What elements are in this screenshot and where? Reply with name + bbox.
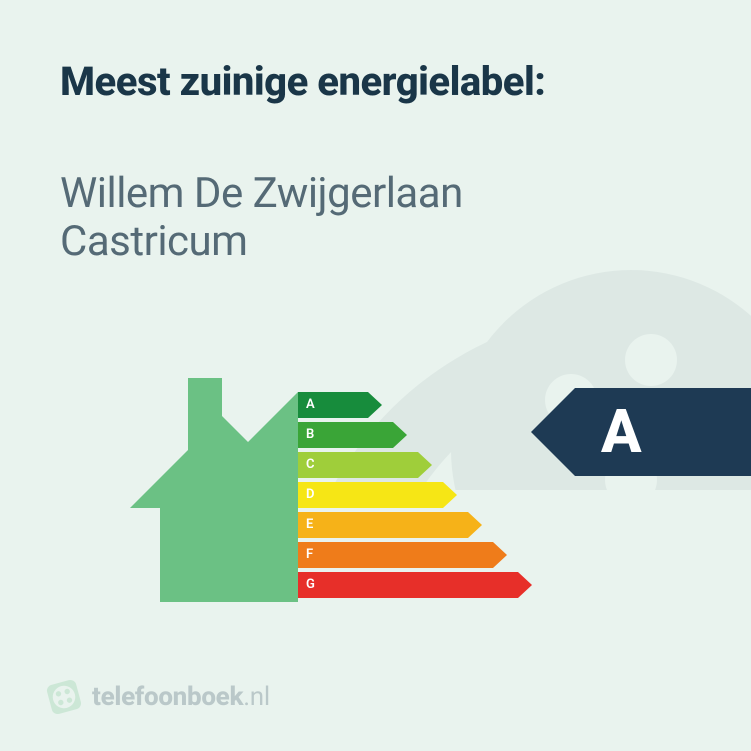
energy-score-badge: A bbox=[531, 388, 751, 476]
energy-bar-label: E bbox=[306, 512, 313, 538]
energy-bar-label: D bbox=[306, 482, 314, 508]
energy-bar-d: D bbox=[298, 482, 532, 508]
energy-score-letter: A bbox=[601, 388, 751, 476]
energy-bar-label: C bbox=[306, 452, 315, 478]
card: Meest zuinige energielabel: Willem De Zw… bbox=[0, 0, 751, 751]
footer-name: telefoonboek bbox=[92, 682, 243, 712]
footer: telefoonboek.nl bbox=[46, 679, 270, 715]
footer-tld: .nl bbox=[243, 682, 270, 712]
energy-bars: ABCDEFG bbox=[298, 392, 532, 602]
footer-text: telefoonboek.nl bbox=[92, 682, 270, 712]
energy-bar-label: B bbox=[306, 422, 314, 448]
energy-bar-f: F bbox=[298, 542, 532, 568]
energy-bar-c: C bbox=[298, 452, 532, 478]
energy-label-chart: ABCDEFG bbox=[130, 370, 550, 630]
house-icon bbox=[130, 370, 305, 605]
energy-bar-e: E bbox=[298, 512, 532, 538]
energy-bar-label: G bbox=[306, 572, 315, 598]
energy-bar-b: B bbox=[298, 422, 532, 448]
energy-bar-label: F bbox=[306, 542, 313, 568]
phonebook-logo-icon bbox=[42, 675, 86, 719]
energy-bar-a: A bbox=[298, 392, 532, 418]
page-title: Meest zuinige energielabel: bbox=[60, 58, 545, 105]
energy-bar-g: G bbox=[298, 572, 532, 598]
page-subtitle: Willem De Zwijgerlaan Castricum bbox=[60, 170, 463, 267]
energy-bar-label: A bbox=[306, 392, 315, 418]
